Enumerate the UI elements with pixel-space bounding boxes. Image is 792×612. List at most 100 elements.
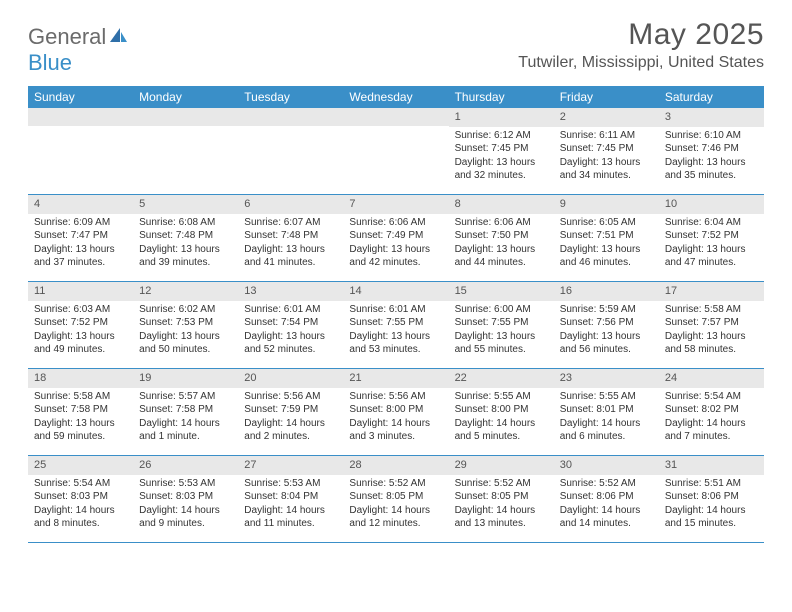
day-body: Sunrise: 5:52 AMSunset: 8:05 PMDaylight:… bbox=[343, 475, 448, 535]
day-cell: 30Sunrise: 5:52 AMSunset: 8:06 PMDayligh… bbox=[554, 456, 659, 542]
dow-sunday: Sunday bbox=[28, 86, 133, 108]
day-cell: 24Sunrise: 5:54 AMSunset: 8:02 PMDayligh… bbox=[659, 369, 764, 455]
daylight-text: Daylight: 14 hours and 2 minutes. bbox=[244, 417, 337, 444]
day-cell: 7Sunrise: 6:06 AMSunset: 7:49 PMDaylight… bbox=[343, 195, 448, 281]
day-body: Sunrise: 6:01 AMSunset: 7:55 PMDaylight:… bbox=[343, 301, 448, 361]
day-cell: 29Sunrise: 5:52 AMSunset: 8:05 PMDayligh… bbox=[449, 456, 554, 542]
day-cell: 8Sunrise: 6:06 AMSunset: 7:50 PMDaylight… bbox=[449, 195, 554, 281]
daylight-text: Daylight: 13 hours and 35 minutes. bbox=[665, 156, 758, 183]
sunrise-text: Sunrise: 5:54 AM bbox=[665, 390, 758, 404]
sunset-text: Sunset: 7:53 PM bbox=[139, 316, 232, 330]
day-cell: 31Sunrise: 5:51 AMSunset: 8:06 PMDayligh… bbox=[659, 456, 764, 542]
dow-thursday: Thursday bbox=[449, 86, 554, 108]
day-cell: 5Sunrise: 6:08 AMSunset: 7:48 PMDaylight… bbox=[133, 195, 238, 281]
day-cell bbox=[133, 108, 238, 194]
day-number: 25 bbox=[28, 456, 133, 475]
day-number: 14 bbox=[343, 282, 448, 301]
daylight-text: Daylight: 14 hours and 13 minutes. bbox=[455, 504, 548, 531]
day-body: Sunrise: 5:53 AMSunset: 8:03 PMDaylight:… bbox=[133, 475, 238, 535]
sunset-text: Sunset: 7:49 PM bbox=[349, 229, 442, 243]
daylight-text: Daylight: 13 hours and 37 minutes. bbox=[34, 243, 127, 270]
sunset-text: Sunset: 8:03 PM bbox=[34, 490, 127, 504]
sunrise-text: Sunrise: 6:01 AM bbox=[349, 303, 442, 317]
sunset-text: Sunset: 7:46 PM bbox=[665, 142, 758, 156]
day-body: Sunrise: 6:01 AMSunset: 7:54 PMDaylight:… bbox=[238, 301, 343, 361]
daylight-text: Daylight: 13 hours and 49 minutes. bbox=[34, 330, 127, 357]
day-number: 19 bbox=[133, 369, 238, 388]
daylight-text: Daylight: 14 hours and 8 minutes. bbox=[34, 504, 127, 531]
day-number: 22 bbox=[449, 369, 554, 388]
daylight-text: Daylight: 13 hours and 41 minutes. bbox=[244, 243, 337, 270]
sunset-text: Sunset: 7:54 PM bbox=[244, 316, 337, 330]
sunrise-text: Sunrise: 6:02 AM bbox=[139, 303, 232, 317]
day-body: Sunrise: 5:51 AMSunset: 8:06 PMDaylight:… bbox=[659, 475, 764, 535]
sunrise-text: Sunrise: 6:10 AM bbox=[665, 129, 758, 143]
daylight-text: Daylight: 13 hours and 59 minutes. bbox=[34, 417, 127, 444]
dow-row: Sunday Monday Tuesday Wednesday Thursday… bbox=[28, 86, 764, 108]
sunset-text: Sunset: 8:00 PM bbox=[349, 403, 442, 417]
day-cell: 2Sunrise: 6:11 AMSunset: 7:45 PMDaylight… bbox=[554, 108, 659, 194]
daylight-text: Daylight: 13 hours and 42 minutes. bbox=[349, 243, 442, 270]
day-body: Sunrise: 6:05 AMSunset: 7:51 PMDaylight:… bbox=[554, 214, 659, 274]
day-body: Sunrise: 6:06 AMSunset: 7:49 PMDaylight:… bbox=[343, 214, 448, 274]
sunset-text: Sunset: 7:45 PM bbox=[455, 142, 548, 156]
daylight-text: Daylight: 14 hours and 12 minutes. bbox=[349, 504, 442, 531]
day-body: Sunrise: 6:10 AMSunset: 7:46 PMDaylight:… bbox=[659, 127, 764, 187]
day-number: 2 bbox=[554, 108, 659, 127]
sunrise-text: Sunrise: 6:06 AM bbox=[349, 216, 442, 230]
daylight-text: Daylight: 14 hours and 11 minutes. bbox=[244, 504, 337, 531]
day-body: Sunrise: 5:56 AMSunset: 8:00 PMDaylight:… bbox=[343, 388, 448, 448]
sunset-text: Sunset: 7:45 PM bbox=[560, 142, 653, 156]
day-body: Sunrise: 5:54 AMSunset: 8:02 PMDaylight:… bbox=[659, 388, 764, 448]
daylight-text: Daylight: 14 hours and 9 minutes. bbox=[139, 504, 232, 531]
day-cell: 9Sunrise: 6:05 AMSunset: 7:51 PMDaylight… bbox=[554, 195, 659, 281]
day-number: 31 bbox=[659, 456, 764, 475]
sunrise-text: Sunrise: 6:07 AM bbox=[244, 216, 337, 230]
brand-text: GeneralBlue bbox=[28, 24, 128, 76]
day-cell: 27Sunrise: 5:53 AMSunset: 8:04 PMDayligh… bbox=[238, 456, 343, 542]
sunset-text: Sunset: 7:51 PM bbox=[560, 229, 653, 243]
sunset-text: Sunset: 7:52 PM bbox=[34, 316, 127, 330]
day-cell: 25Sunrise: 5:54 AMSunset: 8:03 PMDayligh… bbox=[28, 456, 133, 542]
day-number: 16 bbox=[554, 282, 659, 301]
daylight-text: Daylight: 13 hours and 47 minutes. bbox=[665, 243, 758, 270]
day-number bbox=[133, 108, 238, 126]
day-cell: 6Sunrise: 6:07 AMSunset: 7:48 PMDaylight… bbox=[238, 195, 343, 281]
dow-monday: Monday bbox=[133, 86, 238, 108]
day-body: Sunrise: 5:55 AMSunset: 8:00 PMDaylight:… bbox=[449, 388, 554, 448]
daylight-text: Daylight: 13 hours and 44 minutes. bbox=[455, 243, 548, 270]
sunset-text: Sunset: 7:59 PM bbox=[244, 403, 337, 417]
daylight-text: Daylight: 13 hours and 56 minutes. bbox=[560, 330, 653, 357]
sunrise-text: Sunrise: 5:55 AM bbox=[455, 390, 548, 404]
day-body: Sunrise: 6:06 AMSunset: 7:50 PMDaylight:… bbox=[449, 214, 554, 274]
sunrise-text: Sunrise: 5:52 AM bbox=[349, 477, 442, 491]
day-number: 23 bbox=[554, 369, 659, 388]
sunrise-text: Sunrise: 6:09 AM bbox=[34, 216, 127, 230]
day-number bbox=[28, 108, 133, 126]
sunrise-text: Sunrise: 6:03 AM bbox=[34, 303, 127, 317]
day-cell: 3Sunrise: 6:10 AMSunset: 7:46 PMDaylight… bbox=[659, 108, 764, 194]
day-cell: 28Sunrise: 5:52 AMSunset: 8:05 PMDayligh… bbox=[343, 456, 448, 542]
sunrise-text: Sunrise: 6:01 AM bbox=[244, 303, 337, 317]
day-body: Sunrise: 6:00 AMSunset: 7:55 PMDaylight:… bbox=[449, 301, 554, 361]
sunrise-text: Sunrise: 5:54 AM bbox=[34, 477, 127, 491]
day-body: Sunrise: 6:02 AMSunset: 7:53 PMDaylight:… bbox=[133, 301, 238, 361]
dow-friday: Friday bbox=[554, 86, 659, 108]
sunset-text: Sunset: 8:00 PM bbox=[455, 403, 548, 417]
day-body: Sunrise: 6:04 AMSunset: 7:52 PMDaylight:… bbox=[659, 214, 764, 274]
day-number: 11 bbox=[28, 282, 133, 301]
sunset-text: Sunset: 8:06 PM bbox=[665, 490, 758, 504]
sunrise-text: Sunrise: 5:53 AM bbox=[244, 477, 337, 491]
day-body: Sunrise: 5:54 AMSunset: 8:03 PMDaylight:… bbox=[28, 475, 133, 535]
sunset-text: Sunset: 7:48 PM bbox=[139, 229, 232, 243]
day-body: Sunrise: 5:52 AMSunset: 8:06 PMDaylight:… bbox=[554, 475, 659, 535]
daylight-text: Daylight: 13 hours and 46 minutes. bbox=[560, 243, 653, 270]
sunset-text: Sunset: 8:05 PM bbox=[349, 490, 442, 504]
title-block: May 2025 Tutwiler, Mississippi, United S… bbox=[518, 18, 764, 72]
day-number: 5 bbox=[133, 195, 238, 214]
sunrise-text: Sunrise: 5:59 AM bbox=[560, 303, 653, 317]
daylight-text: Daylight: 13 hours and 34 minutes. bbox=[560, 156, 653, 183]
day-number: 21 bbox=[343, 369, 448, 388]
day-number: 30 bbox=[554, 456, 659, 475]
sunrise-text: Sunrise: 5:58 AM bbox=[34, 390, 127, 404]
